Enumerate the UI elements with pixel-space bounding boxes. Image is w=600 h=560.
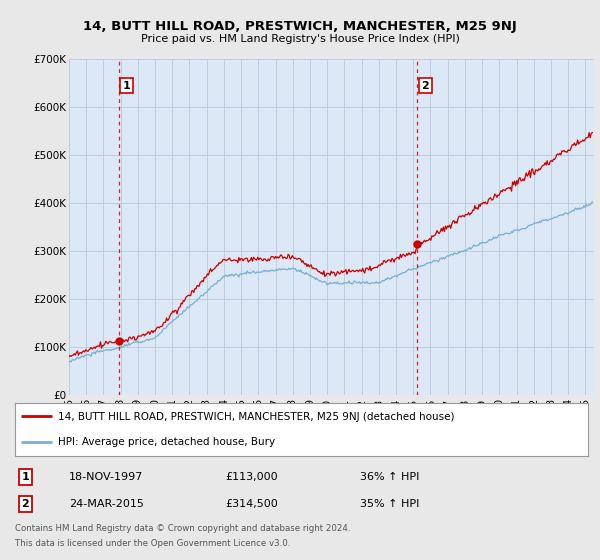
Text: 2: 2 xyxy=(22,499,29,509)
Text: Price paid vs. HM Land Registry's House Price Index (HPI): Price paid vs. HM Land Registry's House … xyxy=(140,34,460,44)
Text: 1: 1 xyxy=(123,81,131,91)
Text: 14, BUTT HILL ROAD, PRESTWICH, MANCHESTER, M25 9NJ (detached house): 14, BUTT HILL ROAD, PRESTWICH, MANCHESTE… xyxy=(58,412,454,422)
Text: 24-MAR-2015: 24-MAR-2015 xyxy=(69,499,144,509)
Text: 18-NOV-1997: 18-NOV-1997 xyxy=(69,472,143,482)
Text: HPI: Average price, detached house, Bury: HPI: Average price, detached house, Bury xyxy=(58,436,275,446)
Text: This data is licensed under the Open Government Licence v3.0.: This data is licensed under the Open Gov… xyxy=(15,539,290,548)
Text: 35% ↑ HPI: 35% ↑ HPI xyxy=(360,499,419,509)
Text: £113,000: £113,000 xyxy=(225,472,278,482)
Text: 36% ↑ HPI: 36% ↑ HPI xyxy=(360,472,419,482)
Text: £314,500: £314,500 xyxy=(225,499,278,509)
Text: 1: 1 xyxy=(22,472,29,482)
Text: 14, BUTT HILL ROAD, PRESTWICH, MANCHESTER, M25 9NJ: 14, BUTT HILL ROAD, PRESTWICH, MANCHESTE… xyxy=(83,20,517,32)
Text: 2: 2 xyxy=(422,81,429,91)
Text: Contains HM Land Registry data © Crown copyright and database right 2024.: Contains HM Land Registry data © Crown c… xyxy=(15,524,350,533)
